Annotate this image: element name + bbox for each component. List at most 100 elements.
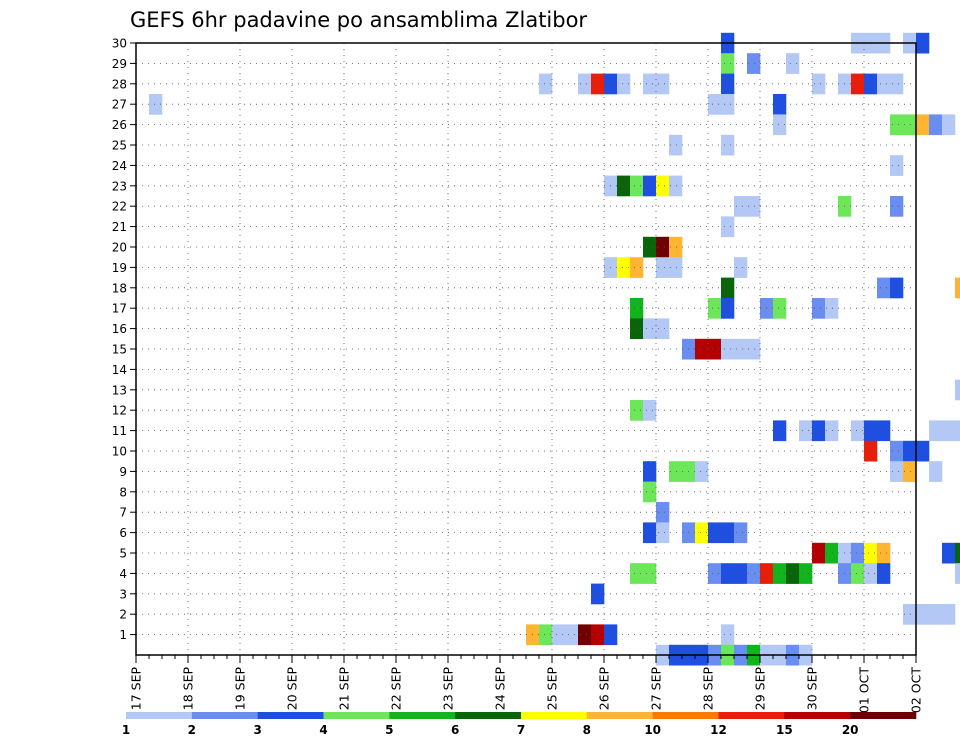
- heat-cell: [591, 624, 605, 646]
- heat-cell: [812, 420, 826, 442]
- heat-cell: [643, 481, 657, 503]
- heat-cell: [643, 400, 657, 421]
- heat-cell: [630, 298, 644, 319]
- x-tick-label: 02 OCT: [909, 667, 924, 713]
- x-tick-label: 24 SEP: [493, 667, 508, 711]
- heat-cell: [890, 114, 904, 136]
- heat-cell: [656, 522, 670, 544]
- y-tick-label: 28: [112, 77, 127, 91]
- heat-cell: [539, 624, 553, 646]
- y-tick-label: 11: [112, 424, 127, 438]
- heat-cell: [643, 522, 657, 544]
- heat-cell: [773, 114, 787, 136]
- legend-label: 4: [319, 723, 327, 737]
- heat-cell: [955, 277, 960, 299]
- y-tick-label: 3: [119, 587, 127, 601]
- legend-swatch: [455, 712, 522, 719]
- heat-cell: [721, 522, 735, 544]
- y-tick-label: 4: [119, 567, 127, 581]
- heat-cell: [643, 318, 657, 340]
- y-tick-label: 24: [112, 159, 127, 173]
- heat-cell: [708, 522, 722, 544]
- heat-cell: [643, 175, 657, 197]
- heat-cell: [864, 73, 878, 95]
- y-tick-label: 26: [112, 118, 127, 132]
- legend-swatch: [850, 712, 917, 719]
- legend-label: 5: [385, 723, 393, 737]
- heat-cell: [929, 420, 943, 442]
- heat-cell: [890, 155, 904, 176]
- y-tick-label: 9: [119, 465, 127, 479]
- heat-cell: [656, 502, 670, 523]
- heat-cell: [617, 73, 631, 95]
- heat-cell: [565, 624, 579, 646]
- legend-swatch: [191, 712, 258, 719]
- legend-label: 10: [644, 723, 661, 737]
- heat-cell: [656, 236, 670, 258]
- y-tick-label: 6: [119, 526, 127, 540]
- y-tick-label: 21: [112, 220, 127, 234]
- y-tick-label: 7: [119, 506, 127, 520]
- x-tick-label: 22 SEP: [389, 667, 404, 711]
- heat-cell: [786, 563, 800, 584]
- heat-cell: [773, 94, 787, 115]
- x-tick-label: 27 SEP: [649, 667, 664, 711]
- legend-label: 7: [517, 723, 525, 737]
- heat-cell: [721, 563, 735, 584]
- heat-cell: [630, 318, 644, 340]
- heat-cell: [890, 461, 904, 482]
- legend-swatch: [586, 712, 653, 719]
- heat-cell: [734, 338, 748, 360]
- heat-cell: [656, 257, 670, 278]
- heat-cell: [656, 73, 670, 95]
- heat-cell: [747, 338, 761, 360]
- heat-cell: [877, 73, 891, 95]
- heat-cell: [695, 338, 709, 360]
- heat-cell: [721, 277, 735, 299]
- heat-cell: [721, 73, 735, 95]
- heat-cell: [825, 542, 839, 564]
- heat-cell: [877, 277, 891, 299]
- legend-swatch: [652, 712, 719, 719]
- heat-cell: [617, 175, 631, 197]
- y-tick-label: 2: [119, 608, 127, 622]
- heat-cell: [669, 461, 683, 482]
- heat-cell: [942, 114, 956, 136]
- heatmap-cells: [149, 32, 960, 666]
- x-tick-label: 20 SEP: [285, 667, 300, 711]
- heat-cell: [708, 338, 722, 360]
- heat-cell: [851, 542, 865, 564]
- heat-cell: [890, 73, 904, 95]
- heat-cell: [630, 563, 644, 584]
- heat-cell: [669, 134, 683, 156]
- y-tick-label: 27: [112, 98, 127, 112]
- heat-cell: [942, 604, 956, 625]
- y-tick-label: 8: [119, 485, 127, 499]
- x-tick-label: 25 SEP: [545, 667, 560, 711]
- heat-cell: [734, 257, 748, 278]
- y-tick-label: 1: [119, 628, 127, 642]
- heat-cell: [734, 563, 748, 584]
- heat-cell: [747, 53, 761, 74]
- legend-swatch: [718, 712, 785, 719]
- heat-cell: [630, 257, 644, 278]
- heat-cell: [747, 196, 761, 217]
- heat-cell: [695, 461, 709, 482]
- heat-cell: [669, 236, 683, 258]
- heat-cell: [552, 624, 566, 646]
- heat-cell: [734, 522, 748, 544]
- heat-cell: [942, 420, 956, 442]
- heat-cell: [591, 583, 605, 605]
- y-tick-label: 22: [112, 200, 127, 214]
- y-tick-label: 18: [112, 281, 127, 295]
- heat-cell: [812, 73, 826, 95]
- y-tick-label: 16: [112, 322, 127, 336]
- legend-swatch: [389, 712, 456, 719]
- heat-cell: [955, 542, 960, 564]
- heat-cell: [903, 604, 917, 625]
- y-tick-label: 5: [119, 547, 127, 561]
- x-tick-label: 30 SEP: [805, 667, 820, 711]
- y-tick-label: 25: [112, 139, 127, 153]
- heat-cell: [669, 175, 683, 197]
- heat-cell: [708, 563, 722, 584]
